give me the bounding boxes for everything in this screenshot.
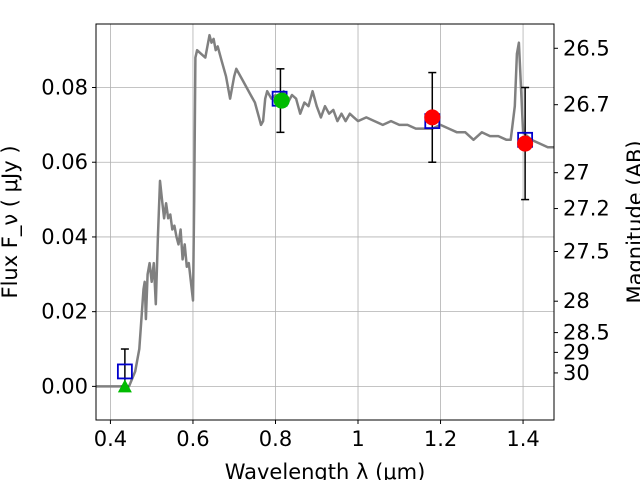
right-tick-label: 28 [563,289,590,313]
right-tick-label: 27 [563,161,590,185]
right-tick-label: 28.5 [563,321,610,345]
y-axis: 0.00 0.02 0.04 0.06 0.08 [41,76,96,398]
plot-area [96,33,554,393]
right-tick-label: 29 [563,340,590,364]
y-tick-label: 0.02 [41,300,88,324]
right-tick-label: 30 [563,361,590,385]
y-tick-label: 0.00 [41,374,88,398]
x-tick-label: 1 [351,427,364,451]
x-tick-label: 0.8 [259,427,292,451]
spectrum-line [96,33,554,388]
x-tick-label: 0.4 [94,427,127,451]
x-axis: 0.4 0.6 0.8 1 1.2 1.4 [94,420,540,451]
grid [96,24,554,420]
x-tick-label: 0.6 [176,427,209,451]
x-tick-label: 1.2 [424,427,457,451]
y-axis-label: Flux F_ν ( μJy ) [0,145,23,298]
y-tick-label: 0.06 [41,150,88,174]
x-tick-label: 1.4 [506,427,539,451]
axes-frame [95,23,555,421]
right-tick-label: 26.5 [563,36,610,60]
circle-marker [517,135,534,152]
right-tick-label: 26.7 [563,93,610,117]
y-tick-label: 0.04 [41,225,88,249]
y-tick-label: 0.08 [41,76,88,100]
triangle-marker [117,379,132,393]
circle-marker [424,109,441,126]
right-tick-label: 27.5 [563,240,610,264]
right-tick-label: 27.2 [563,197,610,221]
right-axis-label: Magnitude (AB) [623,140,640,303]
square-marker [116,363,133,380]
x-axis-label: Wavelength λ (μm) [225,460,426,480]
circle-marker [273,92,290,109]
